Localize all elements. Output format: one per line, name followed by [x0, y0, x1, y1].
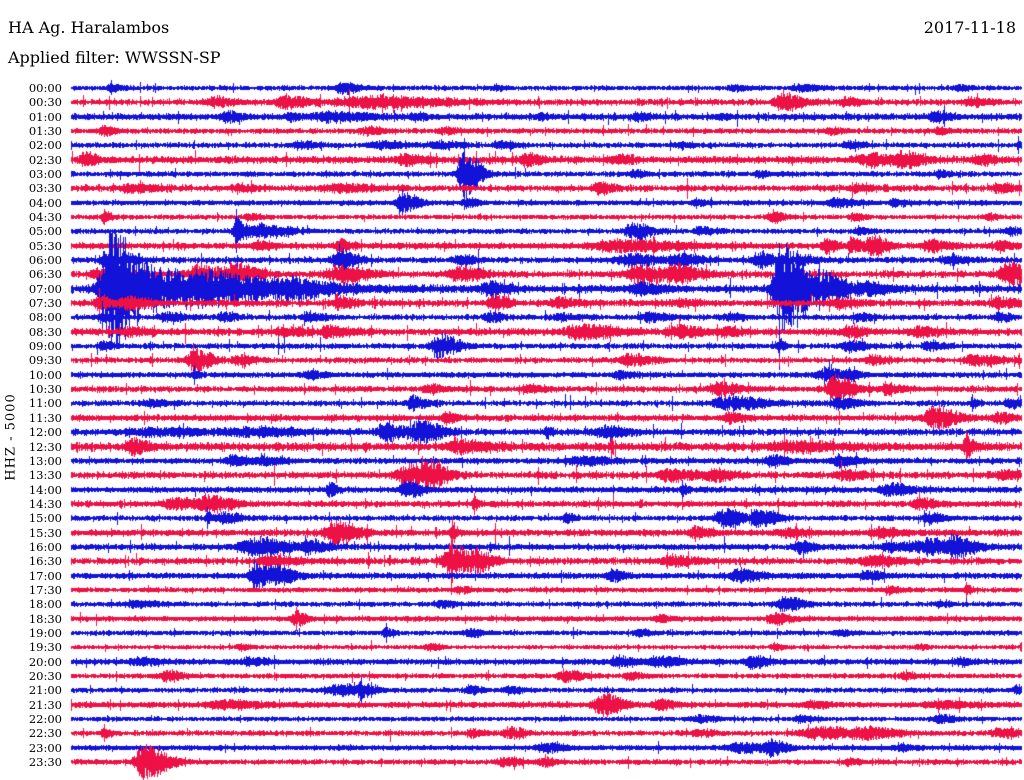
time-label: 08:00: [28, 310, 62, 325]
record-date: 2017-11-18: [923, 18, 1016, 37]
time-label: 13:00: [28, 453, 62, 468]
time-label: 20:30: [28, 668, 62, 683]
time-label: 03:30: [28, 181, 62, 196]
time-label: 14:30: [28, 496, 62, 511]
time-label: 05:30: [28, 238, 62, 253]
time-label: 18:00: [28, 597, 62, 612]
time-label: 06:00: [28, 253, 62, 268]
time-label: 21:00: [28, 683, 62, 698]
time-label: 09:30: [28, 353, 62, 368]
time-label: 02:30: [28, 152, 62, 167]
time-label: 18:30: [28, 611, 62, 626]
time-label: 15:00: [28, 511, 62, 526]
time-label: 11:30: [28, 410, 62, 425]
time-label: 04:30: [28, 210, 62, 225]
time-label: 19:00: [28, 625, 62, 640]
time-label: 03:00: [28, 167, 62, 182]
time-label: 07:00: [28, 281, 62, 296]
time-label: 23:00: [28, 740, 62, 755]
time-label: 12:00: [28, 425, 62, 440]
time-label: 13:30: [28, 468, 62, 483]
time-label: 21:30: [28, 697, 62, 712]
time-label: 17:00: [28, 568, 62, 583]
time-label: 19:30: [28, 640, 62, 655]
time-label: 22:30: [28, 726, 62, 741]
time-label: 07:30: [28, 296, 62, 311]
time-label: 08:30: [28, 324, 62, 339]
time-label: 14:00: [28, 482, 62, 497]
time-label: 01:00: [28, 109, 62, 124]
station-title: HA Ag. Haralambos: [8, 18, 170, 37]
time-label: 17:30: [28, 582, 62, 597]
time-label: 02:00: [28, 138, 62, 153]
time-label: 09:00: [28, 339, 62, 354]
time-label: 10:00: [28, 367, 62, 382]
time-label: 00:00: [28, 81, 62, 95]
time-label: 06:30: [28, 267, 62, 282]
time-label: 12:30: [28, 439, 62, 454]
time-label: 11:00: [28, 396, 62, 411]
time-label: 01:30: [28, 124, 62, 139]
time-label: 15:30: [28, 525, 62, 540]
time-label: 16:00: [28, 539, 62, 554]
time-label: 22:00: [28, 711, 62, 726]
time-label: 05:00: [28, 224, 62, 239]
time-label: 04:00: [28, 195, 62, 210]
applied-filter-label: Applied filter: WWSSN-SP: [8, 48, 221, 67]
time-label: 23:30: [28, 754, 62, 769]
time-label: 00:30: [28, 95, 62, 110]
time-label: 10:30: [28, 382, 62, 397]
time-label: 20:00: [28, 654, 62, 669]
time-label: 16:30: [28, 554, 62, 569]
